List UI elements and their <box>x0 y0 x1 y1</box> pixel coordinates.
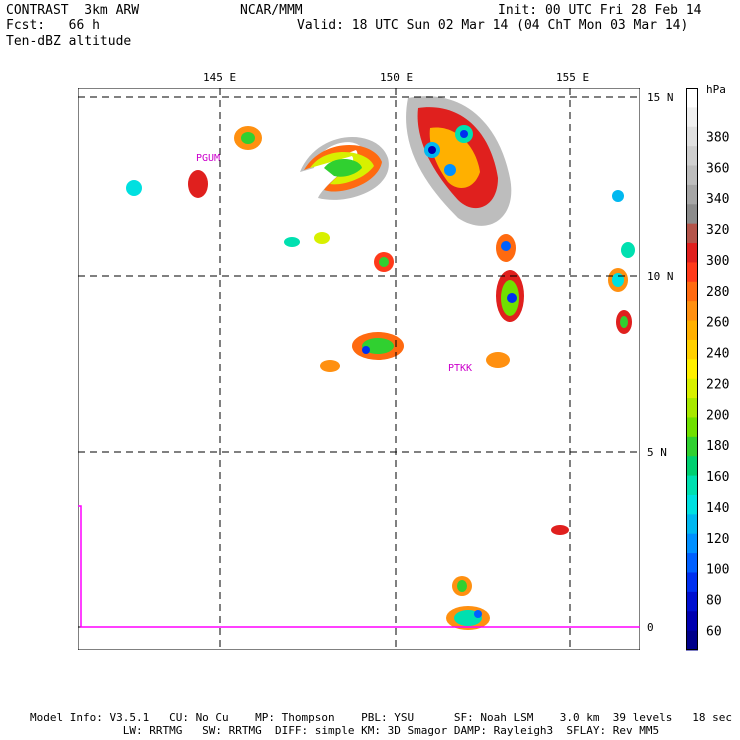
colorbar-swatch <box>686 591 698 612</box>
colorbar: 380 360 340 320 300 280 260 240 220 200 180 160 140 1… <box>686 88 729 651</box>
colorbar-tick-label: 120 <box>706 532 729 547</box>
colorbar-tick-label: 380 <box>706 130 729 145</box>
colorbar-tick-label: 280 <box>706 285 729 300</box>
colorbar-swatch <box>686 630 698 651</box>
colorbar-swatch <box>686 475 698 496</box>
field-label: Ten-dBZ altitude <box>6 34 132 49</box>
colorbar-swatch <box>686 88 698 108</box>
colorbar-tick-label: 360 <box>706 161 729 176</box>
colorbar-swatch <box>686 398 698 418</box>
colorbar-swatch <box>686 262 698 283</box>
colorbar-tick-label: 80 <box>706 594 722 609</box>
colorbar-swatch <box>686 223 698 244</box>
colorbar-tick-label: 260 <box>706 316 729 331</box>
precip-features <box>126 96 635 630</box>
colorbar-tick-label: 220 <box>706 377 729 392</box>
colorbar-unit: hPa <box>706 83 726 96</box>
colorbar-swatch <box>686 165 698 186</box>
colorbar-swatch <box>686 126 698 147</box>
colorbar-swatch <box>686 378 698 399</box>
lon-label-155: 155 E <box>556 71 590 84</box>
station-pgum: PGUM <box>196 153 220 164</box>
lat-label-5n: 5 N <box>647 446 667 459</box>
lon-label-145: 145 E <box>203 71 237 84</box>
colorbar-tick-label: 340 <box>706 192 729 207</box>
colorbar-swatch <box>686 436 698 457</box>
colorbar-swatch <box>686 533 698 554</box>
colorbar-swatch <box>686 281 698 302</box>
colorbar-swatch <box>686 359 698 380</box>
lon-label-150: 150 E <box>380 71 414 84</box>
colorbar-swatch <box>686 553 698 573</box>
colorbar-swatch <box>686 146 698 167</box>
colorbar-tick-label: 180 <box>706 439 729 454</box>
model-info-line2: LW: RRTMG SW: RRTMG DIFF: simple KM: 3D … <box>30 724 660 737</box>
colorbar-swatch <box>686 204 698 225</box>
colorbar-frame <box>686 88 698 650</box>
colorbar-swatch <box>686 611 698 632</box>
colorbar-tick-label: 140 <box>706 501 729 516</box>
domain-boundary <box>78 505 640 628</box>
model-info-line1: Model Info: V3.5.1 CU: No Cu MP: Thompso… <box>30 711 732 724</box>
forecast-hour: Fcst: 66 h <box>6 18 100 33</box>
organization-label: NCAR/MMM <box>240 3 303 18</box>
colorbar-tick-label: 240 <box>706 347 729 362</box>
colorbar-swatch <box>686 301 698 322</box>
colorbar-swatch <box>686 417 698 438</box>
station-ptkk: PTKK <box>448 363 472 374</box>
colorbar-tick-label: 60 <box>706 624 722 639</box>
colorbar-swatch <box>686 456 698 477</box>
lat-label-15n: 15 N <box>647 91 674 104</box>
colorbar-swatch <box>686 243 698 263</box>
colorbar-tick-label: 320 <box>706 223 729 238</box>
radar-map: PGUM PTKK <box>78 88 640 650</box>
lat-label-equator: 0 <box>647 621 654 634</box>
colorbar-swatch <box>686 572 698 593</box>
colorbar-swatch <box>686 107 698 128</box>
colorbar-swatch <box>686 339 698 360</box>
colorbar-tick-label: 100 <box>706 563 729 578</box>
colorbar-tick-label: 160 <box>706 470 729 485</box>
colorbar-tick-label: 300 <box>706 254 729 269</box>
colorbar-swatch <box>686 184 698 205</box>
colorbar-tick-label: 200 <box>706 408 729 423</box>
colorbar-swatch <box>686 494 698 515</box>
valid-time: Valid: 18 UTC Sun 02 Mar 14 (04 ChT Mon … <box>297 18 689 33</box>
init-time: Init: 00 UTC Fri 28 Feb 14 <box>498 3 702 18</box>
model-title: CONTRAST 3km ARW <box>6 3 140 18</box>
lat-label-10n: 10 N <box>647 270 674 283</box>
colorbar-swatch <box>686 514 698 535</box>
colorbar-swatch <box>686 320 698 341</box>
